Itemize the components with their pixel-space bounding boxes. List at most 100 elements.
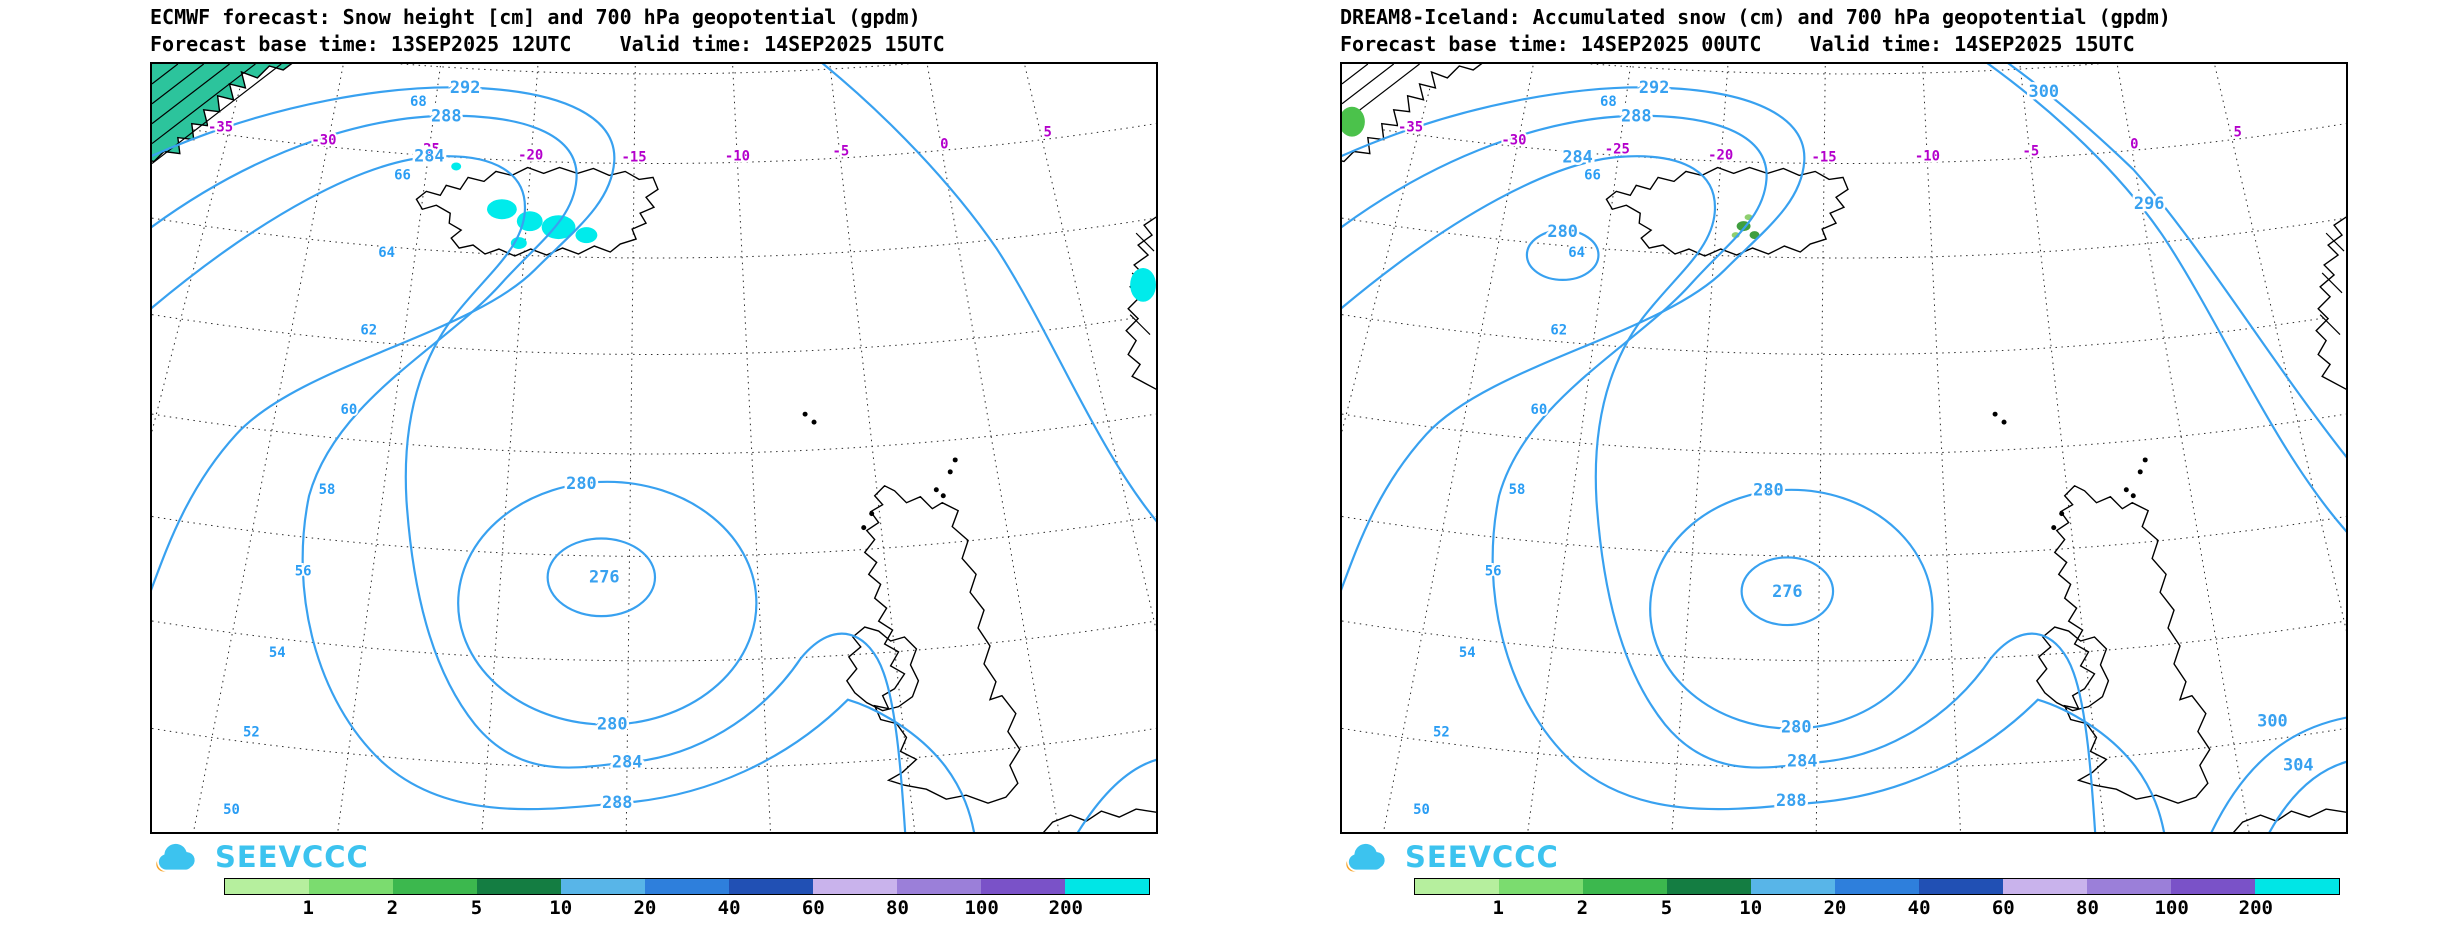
- legend-tick-label: 60: [1991, 897, 2015, 919]
- legend-bar: [224, 878, 1150, 895]
- geopotential-contour: [2007, 64, 2346, 459]
- map-title: DREAM8-Iceland: Accumulated snow (cm) an…: [1340, 5, 2171, 29]
- ireland-coast: [2035, 626, 2110, 712]
- geopotential-contour: [1342, 114, 2166, 832]
- latitude-gridline: [152, 412, 1156, 454]
- logo-row: SEEVCCC: [1340, 838, 2440, 876]
- geopotential-value-label: 276: [1772, 581, 1803, 601]
- legend-tick-label: 10: [549, 897, 573, 919]
- legend-tick-label: 20: [633, 897, 657, 919]
- greenland-hatch: [152, 64, 205, 105]
- norway-hatch: [1135, 232, 1155, 252]
- legend-color-segment: [1919, 879, 2003, 894]
- latitude-label: 68: [1600, 94, 1617, 110]
- iceland-coast: [1605, 166, 1849, 257]
- geopotential-value-label: 280: [566, 473, 597, 493]
- longitude-label: -25: [1605, 142, 1630, 158]
- longitude-label: -10: [725, 148, 750, 164]
- longitude-gridline: [625, 64, 636, 832]
- weather-map-dream8: -35 -30 -25 -20 -15 -10 -5 0 5 68 66 64 62 60 58 56 54 52…: [1340, 62, 2348, 834]
- small-island: [1992, 411, 1998, 417]
- longitude-label: -35: [208, 120, 233, 136]
- legend-color-segment: [225, 879, 309, 894]
- legend-color-segment: [1415, 879, 1499, 894]
- legend-tick-label: 20: [1823, 897, 1847, 919]
- latitude-gridline: [1591, 64, 2097, 74]
- longitude-label: -30: [311, 133, 336, 149]
- latitude-label: 64: [378, 245, 395, 261]
- france-coast: [2232, 808, 2346, 832]
- greenland-hatch: [1342, 64, 1369, 85]
- legend-tick-label: 100: [964, 897, 999, 919]
- great-britain-coast: [863, 484, 1021, 804]
- small-island: [2051, 525, 2057, 531]
- legend-tick-label: 100: [2154, 897, 2189, 919]
- latitude-label: 50: [1413, 802, 1430, 818]
- map-subtitle: Forecast base time: 14SEP2025 00UTC Vali…: [1340, 32, 2135, 56]
- legend-tick-label: 200: [1048, 897, 1083, 919]
- longitude-label: 0: [2130, 137, 2138, 153]
- norway-hatch: [1129, 314, 1151, 336]
- geopotential-contour-closed: [1649, 488, 1934, 730]
- geopotential-value-label: 300: [2257, 711, 2288, 731]
- geopotential-value-label: 284: [414, 145, 445, 165]
- longitude-label: 0: [940, 137, 948, 153]
- geopotential-value-label: 284: [1562, 146, 1593, 166]
- legend-color-segment: [1583, 879, 1667, 894]
- longitude-gridline: [193, 64, 344, 832]
- legend-tick-label: 200: [2238, 897, 2273, 919]
- geopotential-value-label: 288: [431, 106, 462, 126]
- geopotential-contour: [1342, 86, 1806, 591]
- map-title: ECMWF forecast: Snow height [cm] and 700…: [150, 5, 921, 29]
- panel-dream8: DREAM8-Iceland: Accumulated snow (cm) an…: [1340, 4, 2440, 919]
- geopotential-value-label: 280: [1753, 480, 1784, 500]
- legend-tick-label: 80: [2076, 897, 2099, 919]
- longitude-gridline: [2116, 64, 2250, 832]
- ireland-coast: [845, 626, 920, 712]
- longitude-label: -15: [1812, 149, 1837, 165]
- longitude-gridline: [1671, 64, 1729, 832]
- greenland-hatch: [152, 64, 230, 125]
- longitude-gridline: [926, 64, 1060, 832]
- latitude-label: 56: [1485, 563, 1502, 579]
- geopotential-value-label: 276: [589, 566, 620, 586]
- norway-hatch: [2319, 314, 2341, 336]
- longitude-label: -30: [1501, 133, 1526, 149]
- small-island: [802, 411, 808, 417]
- longitude-gridline: [2019, 64, 2106, 832]
- legend-color-segment: [477, 879, 561, 894]
- small-island: [947, 469, 953, 475]
- longitude-label: -20: [1708, 147, 1733, 163]
- latitude-gridline: [1342, 515, 2346, 556]
- legend-tick-label: 2: [386, 897, 399, 919]
- longitude-label: -5: [833, 144, 850, 160]
- legend-tick-label: 2: [1576, 897, 1589, 919]
- geopotential-contour-closed: [546, 537, 657, 618]
- snow-patch: [1130, 267, 1156, 302]
- longitude-gridline: [481, 64, 539, 832]
- latitude-gridline: [152, 727, 1156, 768]
- legend-color-segment: [1065, 879, 1149, 894]
- legend-color-segment: [897, 879, 981, 894]
- small-island: [2001, 419, 2007, 425]
- snow-legend: 1 2 5 10 20 40 60 80 100 200: [1414, 878, 2340, 919]
- geopotential-contour: [152, 86, 616, 591]
- legend-color-segment: [1835, 879, 1919, 894]
- legend-color-segment: [729, 879, 813, 894]
- latitude-gridline: [1342, 216, 2346, 258]
- geopotential-contour-closed: [457, 480, 758, 726]
- small-island: [952, 457, 958, 463]
- seevccc-cloud-icon: [156, 842, 197, 872]
- legend-tick-label: 1: [1492, 897, 1504, 919]
- iceland-coast: [415, 166, 659, 257]
- small-island: [811, 419, 817, 425]
- longitude-gridline: [1815, 64, 1826, 832]
- latitude-label: 68: [410, 94, 427, 110]
- longitude-gridline: [1383, 64, 1534, 832]
- longitude-label: -25: [415, 142, 440, 158]
- geopotential-contour-closed: [1525, 229, 1600, 281]
- geopotential-value-label: 292: [1639, 77, 1670, 97]
- legend-color-segment: [309, 879, 393, 894]
- greenland-hatch: [152, 64, 179, 85]
- geopotential-value-label: 300: [2029, 81, 2060, 101]
